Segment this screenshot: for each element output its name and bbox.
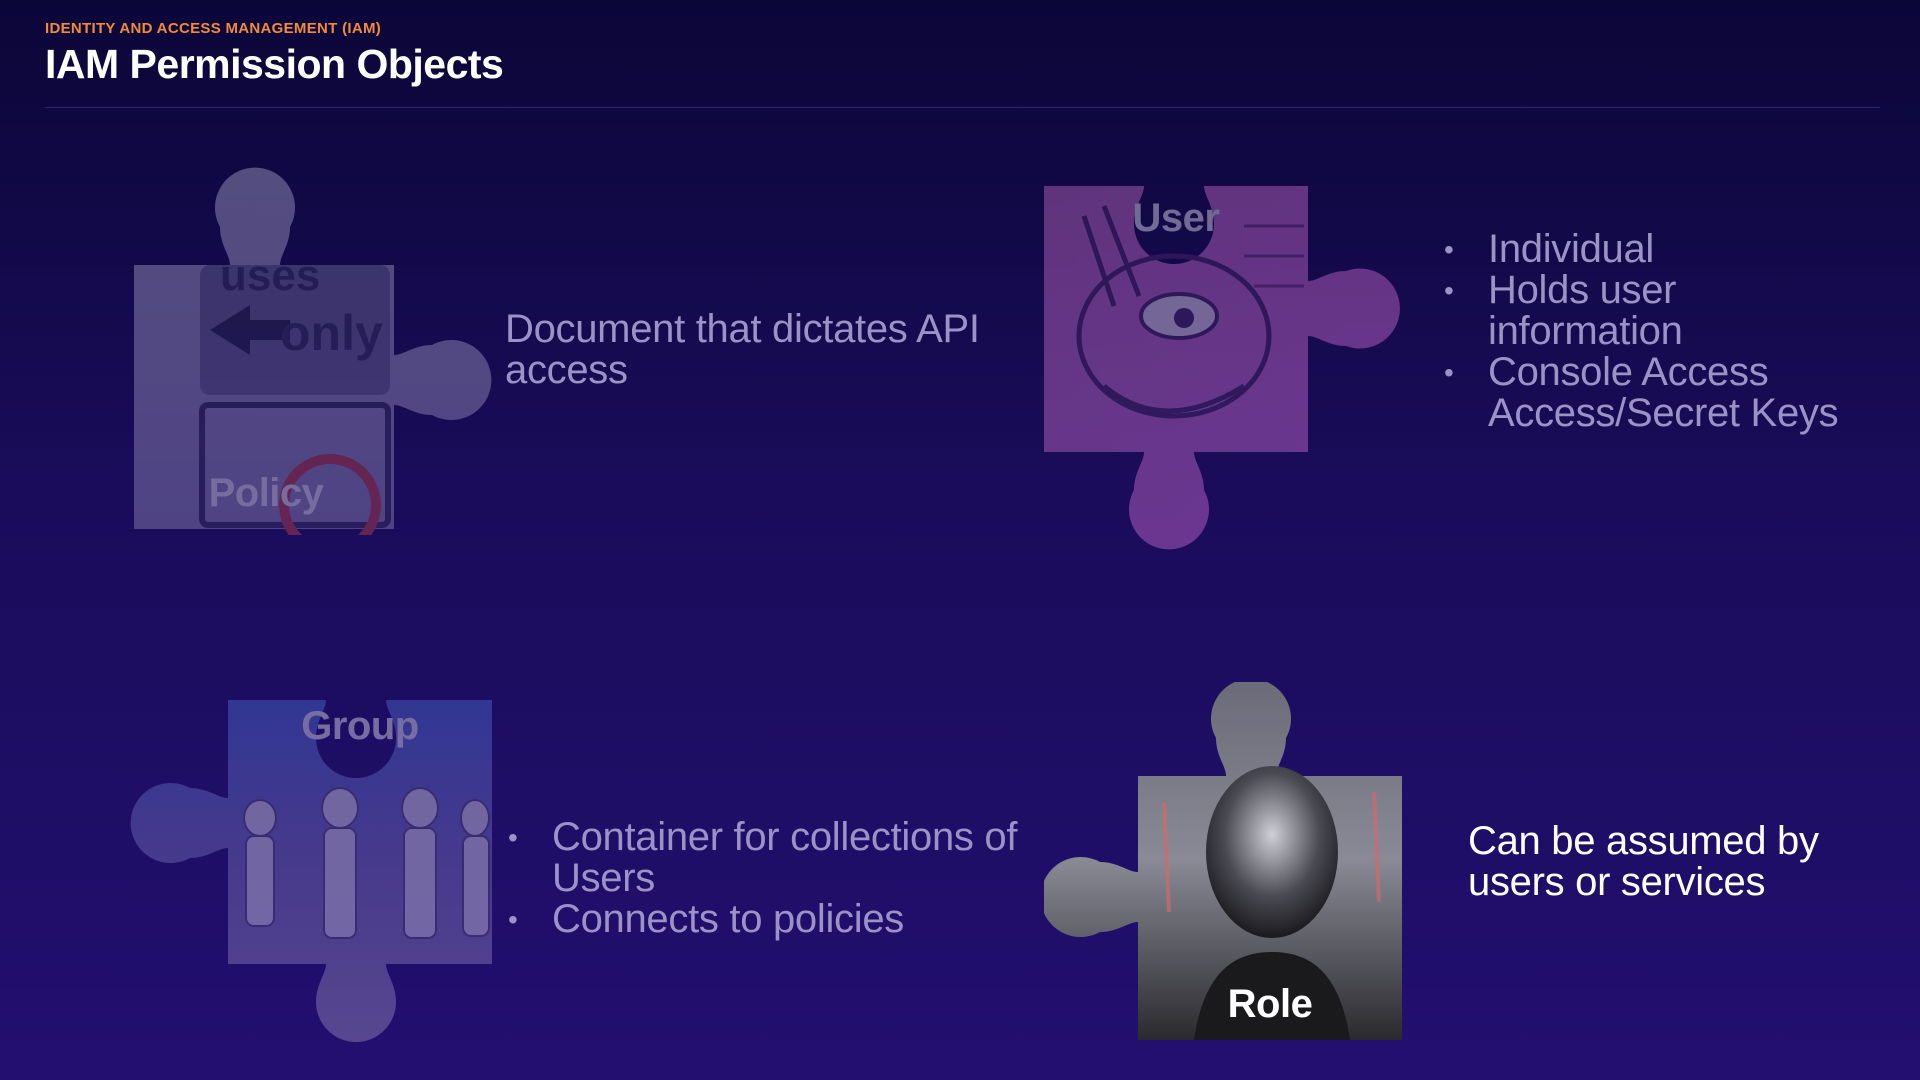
user-bullet-3: Console Access Access/Secret Keys	[1488, 350, 1839, 435]
masked-person-icon	[1044, 682, 1402, 1040]
bullet-icon: •	[508, 904, 518, 935]
list-item: • Connects to policies	[504, 899, 1024, 940]
list-item: • Console Access Access/Secret Keys	[1440, 352, 1880, 434]
role-description: Can be assumed by users or services	[1468, 821, 1888, 903]
bullet-icon: •	[1444, 234, 1454, 265]
user-bullet-1: Individual	[1488, 227, 1655, 271]
group-bullets: • Container for collections of Users • Con…	[504, 817, 1024, 940]
policy-description-text: Document that dictates API access	[505, 307, 980, 392]
user-bullets: • Individual • Holds user information • Con…	[1440, 229, 1880, 434]
user-label: User	[1132, 196, 1220, 240]
group-bullet-1: Container for collections of Users	[552, 815, 1018, 900]
group-bullet-2: Connects to policies	[552, 897, 904, 941]
bullet-icon: •	[1444, 357, 1454, 388]
policy-description: Document that dictates API access	[505, 309, 1025, 391]
role-label: Role	[1227, 982, 1313, 1026]
section-eyebrow: IDENTITY AND ACCESS MANAGEMENT (IAM)	[45, 20, 382, 37]
slide-header: IDENTITY AND ACCESS MANAGEMENT (IAM) IAM…	[45, 20, 1880, 88]
role-description-text: Can be assumed by users or services	[1468, 819, 1819, 904]
header-divider	[45, 107, 1880, 108]
svg-text:only: only	[280, 305, 383, 361]
user-bullet-list: • Individual • Holds user information • Con…	[1440, 229, 1880, 434]
stormtroopers-icon	[130, 700, 493, 1042]
rabbit-mural-icon	[1044, 186, 1400, 550]
group-bullet-list: • Container for collections of Users • Con…	[504, 817, 1024, 940]
list-item: • Container for collections of Users	[504, 817, 1024, 899]
user-bullet-2: Holds user information	[1488, 268, 1683, 353]
role-puzzle-piece: Role	[1044, 682, 1406, 1044]
group-label: Group	[301, 704, 419, 748]
user-puzzle-piece: User	[1044, 186, 1404, 556]
bullet-icon: •	[1444, 275, 1454, 306]
list-item: • Holds user information	[1440, 270, 1880, 352]
road-sign-icon: uses only	[134, 167, 492, 535]
list-item: • Individual	[1440, 229, 1880, 270]
policy-puzzle-piece: uses only Policy	[130, 165, 510, 535]
policy-label: Policy	[208, 471, 324, 515]
page-title: IAM Permission Objects	[45, 41, 504, 87]
bullet-icon: •	[508, 822, 518, 853]
svg-text:uses: uses	[220, 251, 320, 300]
group-puzzle-piece: Group	[130, 698, 510, 1058]
